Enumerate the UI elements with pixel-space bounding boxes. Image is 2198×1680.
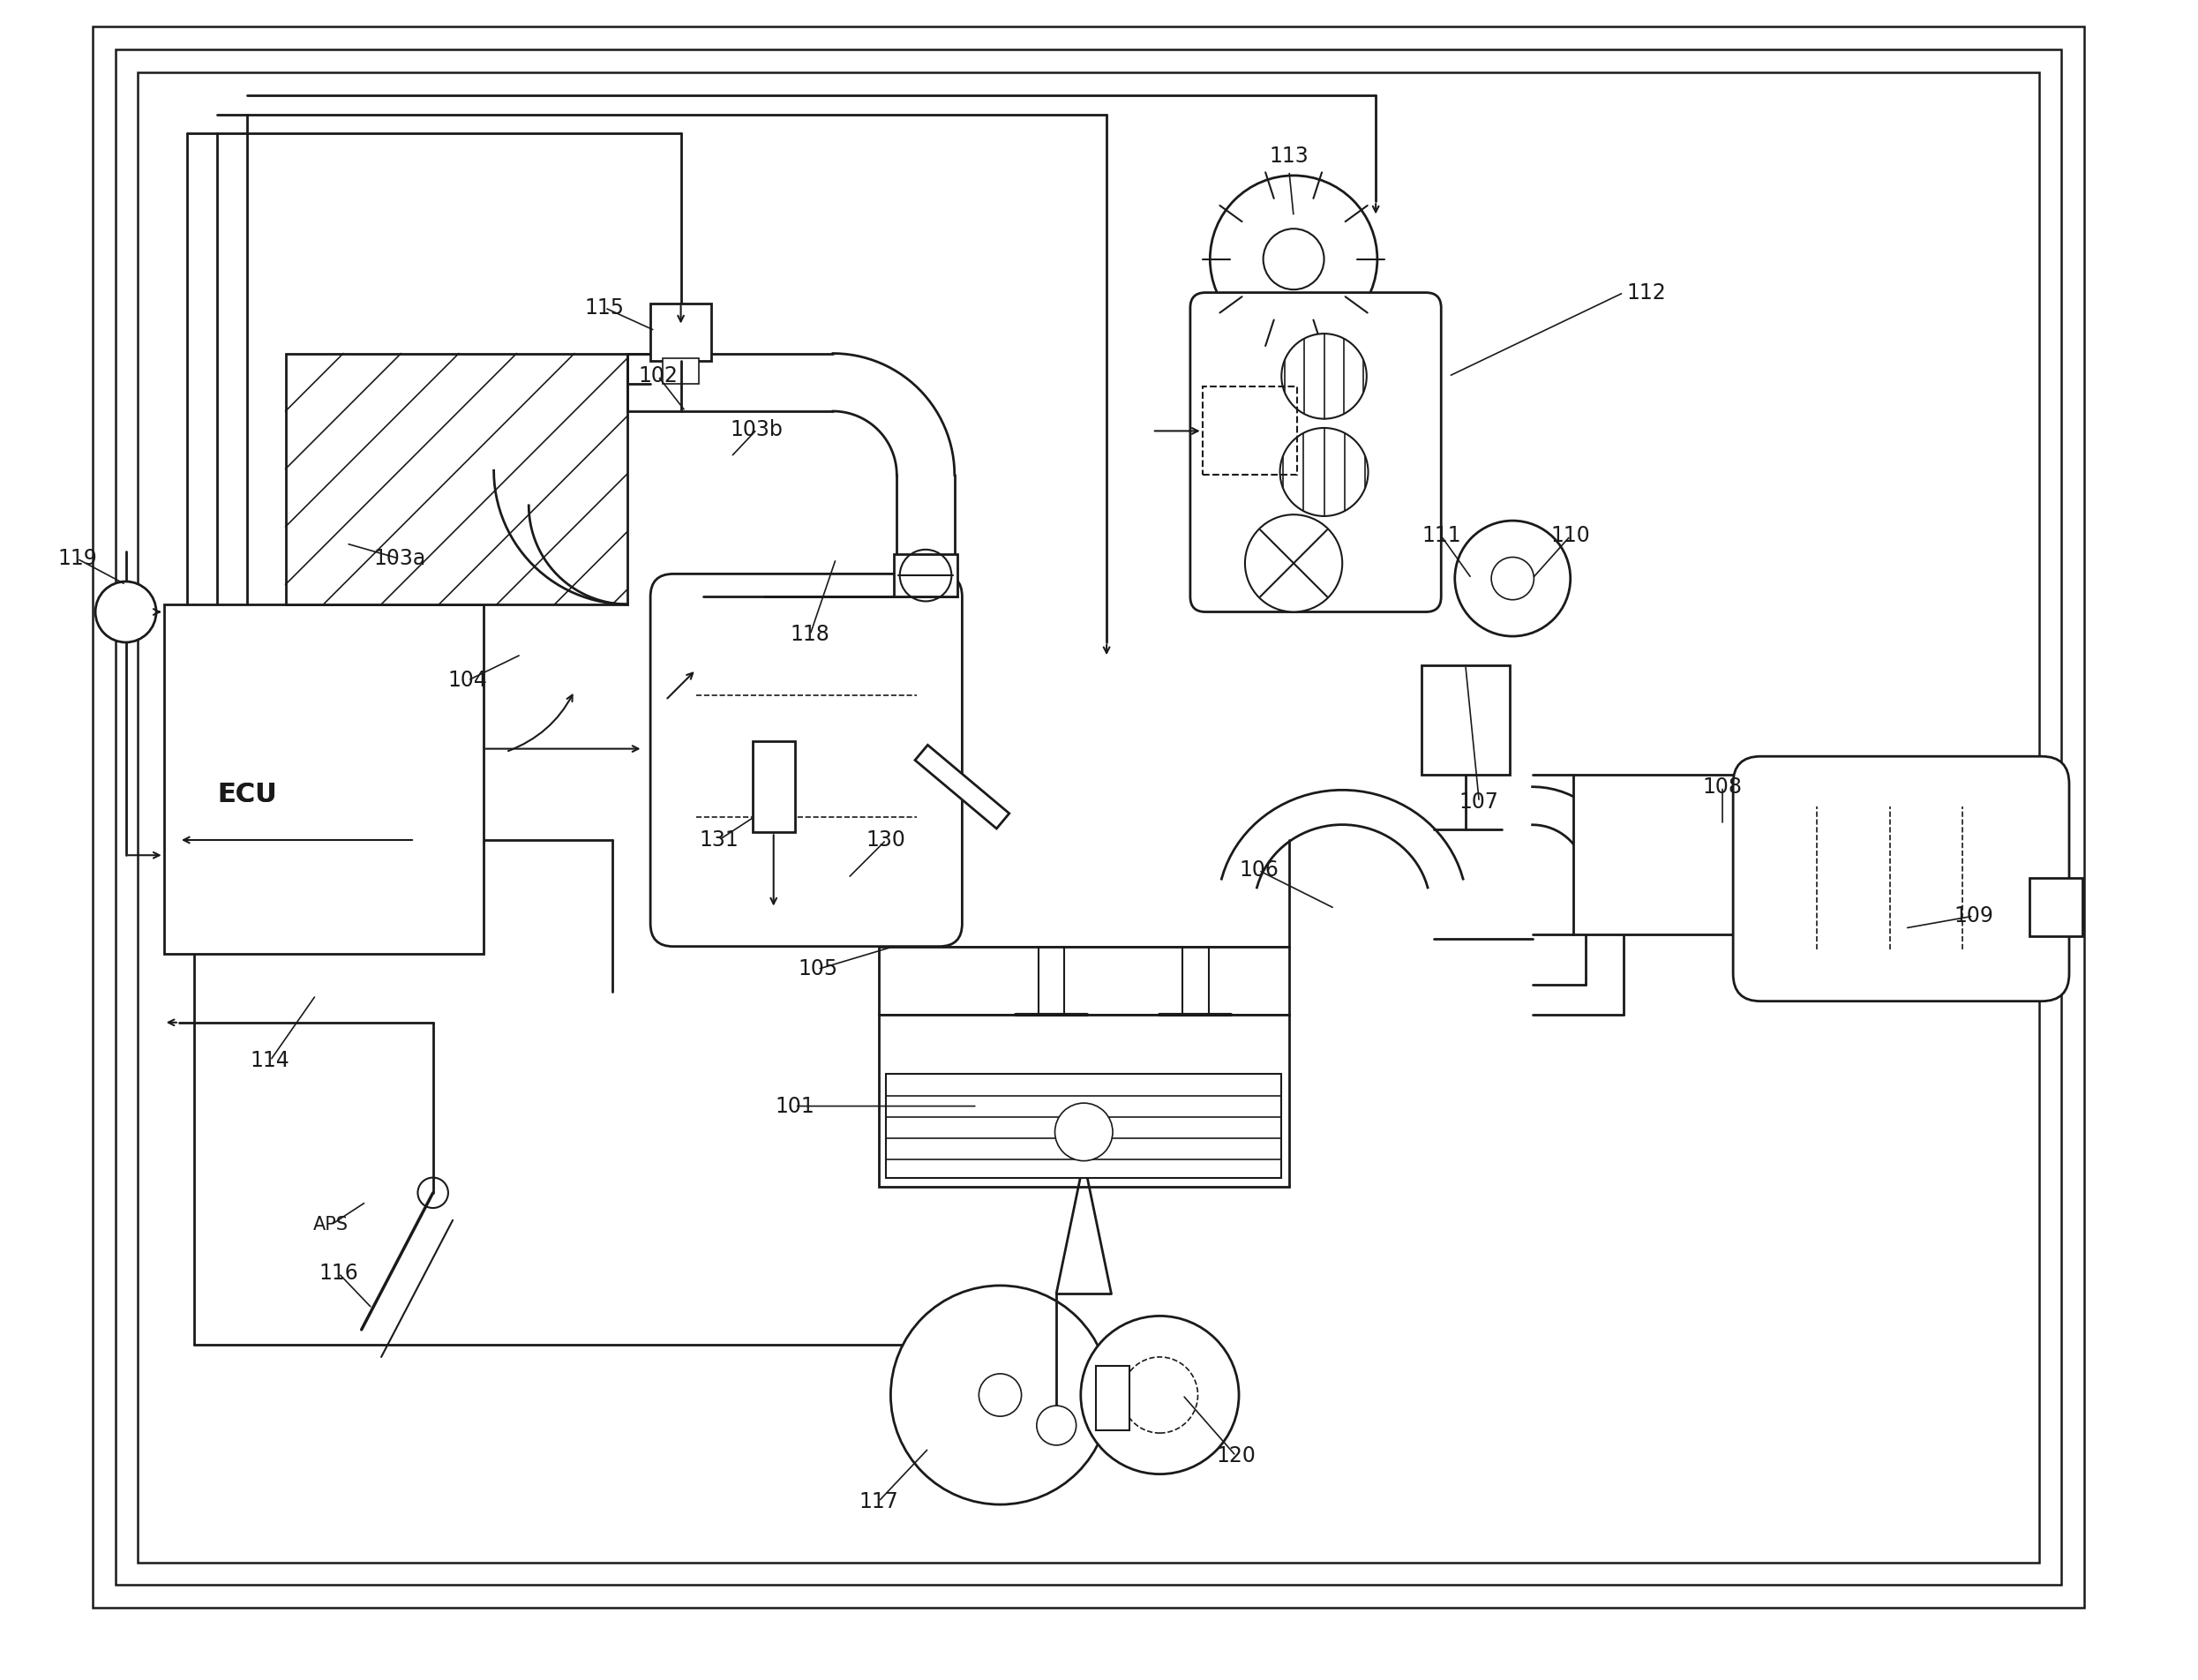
Text: 105: 105 [798, 959, 837, 979]
Circle shape [1281, 334, 1367, 418]
Text: 109: 109 [1954, 906, 1994, 927]
Bar [1422, 665, 1510, 774]
Text: APS: APS [314, 1216, 349, 1233]
Text: 131: 131 [699, 830, 739, 850]
Text: 106: 106 [1240, 860, 1279, 880]
Circle shape [1211, 175, 1378, 343]
Circle shape [978, 1374, 1022, 1416]
FancyBboxPatch shape [1191, 292, 1442, 612]
Text: 113: 113 [1268, 144, 1308, 166]
Bar [886, 1074, 1281, 1178]
Text: 103a: 103a [374, 548, 426, 570]
Bar [2029, 879, 2084, 936]
Text: 117: 117 [859, 1490, 899, 1512]
Bar [1097, 1366, 1130, 1430]
Circle shape [1037, 1406, 1077, 1445]
Bar [895, 554, 958, 596]
Bar [662, 358, 699, 383]
FancyBboxPatch shape [651, 575, 963, 946]
Text: 119: 119 [57, 548, 97, 570]
Bar [286, 353, 629, 605]
Circle shape [95, 581, 156, 642]
FancyBboxPatch shape [1732, 756, 2068, 1001]
Bar [1574, 774, 1787, 934]
Text: 116: 116 [319, 1263, 358, 1284]
Text: 108: 108 [1703, 776, 1743, 798]
Circle shape [1055, 1104, 1112, 1161]
Text: 114: 114 [251, 1050, 290, 1072]
Text: 130: 130 [866, 830, 906, 850]
Text: 103b: 103b [730, 418, 782, 440]
Circle shape [1279, 428, 1367, 516]
Bar [138, 72, 2040, 1562]
Text: 120: 120 [1215, 1445, 1255, 1467]
Circle shape [1244, 514, 1343, 612]
Text: 101: 101 [776, 1095, 815, 1117]
Bar [879, 1015, 1288, 1186]
Text: ECU: ECU [218, 781, 277, 806]
Text: 112: 112 [1627, 282, 1666, 302]
Text: 110: 110 [1550, 526, 1589, 546]
Bar [651, 302, 712, 361]
Bar [165, 605, 484, 954]
Text: 115: 115 [585, 297, 624, 319]
Text: 107: 107 [1459, 791, 1499, 813]
Circle shape [1081, 1315, 1240, 1473]
Text: ECU: ECU [218, 781, 277, 806]
Circle shape [1455, 521, 1569, 637]
Text: 102: 102 [637, 366, 677, 386]
Bar [752, 741, 796, 832]
Bar [1202, 386, 1297, 475]
Text: 111: 111 [1422, 526, 1462, 546]
Text: 104: 104 [448, 670, 488, 690]
Text: 118: 118 [791, 625, 831, 645]
Bar [879, 946, 1288, 1015]
Bar [286, 353, 629, 605]
Circle shape [890, 1285, 1110, 1505]
Polygon shape [914, 744, 1009, 828]
